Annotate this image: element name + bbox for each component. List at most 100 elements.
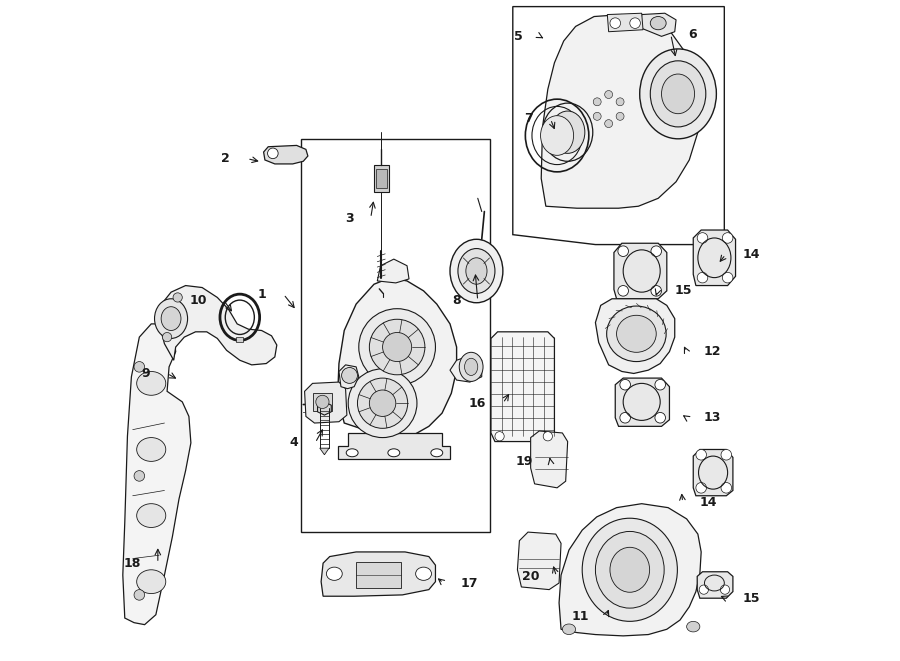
- Polygon shape: [122, 324, 191, 625]
- Text: 14: 14: [742, 248, 760, 261]
- Polygon shape: [616, 378, 670, 426]
- Text: 16: 16: [468, 397, 486, 410]
- Ellipse shape: [137, 570, 166, 594]
- Ellipse shape: [651, 61, 706, 127]
- Text: 8: 8: [452, 294, 461, 307]
- Ellipse shape: [495, 432, 504, 441]
- Ellipse shape: [630, 18, 641, 28]
- Ellipse shape: [316, 395, 329, 408]
- Polygon shape: [693, 449, 733, 496]
- Polygon shape: [338, 278, 456, 438]
- Ellipse shape: [687, 621, 700, 632]
- Ellipse shape: [698, 233, 707, 243]
- Ellipse shape: [593, 112, 601, 120]
- Bar: [374, 165, 389, 192]
- Ellipse shape: [562, 624, 576, 635]
- Ellipse shape: [651, 286, 661, 296]
- Ellipse shape: [605, 120, 613, 128]
- Polygon shape: [377, 259, 409, 283]
- Text: 4: 4: [289, 436, 298, 449]
- Ellipse shape: [655, 379, 665, 390]
- Text: 19: 19: [516, 455, 534, 468]
- Ellipse shape: [267, 148, 278, 159]
- Text: 1: 1: [257, 288, 266, 301]
- Polygon shape: [559, 504, 701, 636]
- Ellipse shape: [382, 332, 411, 362]
- Ellipse shape: [616, 315, 656, 352]
- Ellipse shape: [134, 362, 145, 372]
- Ellipse shape: [620, 412, 631, 423]
- Polygon shape: [596, 299, 675, 373]
- Ellipse shape: [696, 483, 706, 493]
- Bar: [237, 337, 243, 342]
- Polygon shape: [698, 572, 733, 598]
- Ellipse shape: [662, 74, 695, 114]
- Text: 12: 12: [704, 345, 721, 358]
- Polygon shape: [338, 433, 450, 459]
- Ellipse shape: [610, 18, 620, 28]
- Ellipse shape: [137, 504, 166, 527]
- Text: 6: 6: [688, 28, 697, 41]
- Text: 7: 7: [525, 112, 534, 126]
- Text: 3: 3: [345, 212, 354, 225]
- Ellipse shape: [610, 547, 650, 592]
- Polygon shape: [339, 365, 359, 389]
- Ellipse shape: [618, 246, 628, 256]
- Ellipse shape: [541, 116, 573, 155]
- Ellipse shape: [616, 112, 624, 120]
- Ellipse shape: [551, 111, 585, 153]
- Ellipse shape: [327, 567, 342, 580]
- Ellipse shape: [723, 233, 733, 243]
- Ellipse shape: [720, 585, 730, 594]
- Ellipse shape: [651, 246, 661, 256]
- Polygon shape: [641, 13, 676, 36]
- Text: 10: 10: [189, 294, 207, 307]
- Ellipse shape: [346, 449, 358, 457]
- Ellipse shape: [458, 249, 495, 293]
- Ellipse shape: [721, 483, 732, 493]
- Ellipse shape: [698, 272, 707, 283]
- Polygon shape: [518, 532, 561, 590]
- Ellipse shape: [342, 368, 357, 383]
- Polygon shape: [321, 552, 436, 596]
- Ellipse shape: [134, 471, 145, 481]
- Text: 15: 15: [742, 592, 760, 605]
- Ellipse shape: [348, 369, 417, 438]
- Ellipse shape: [416, 567, 431, 580]
- Ellipse shape: [655, 412, 665, 423]
- Ellipse shape: [699, 585, 708, 594]
- Text: 20: 20: [522, 570, 539, 583]
- Bar: [312, 393, 332, 411]
- Ellipse shape: [466, 258, 487, 284]
- Text: 5: 5: [514, 30, 523, 43]
- Ellipse shape: [450, 239, 503, 303]
- Polygon shape: [318, 402, 331, 415]
- Text: 18: 18: [123, 557, 140, 570]
- Ellipse shape: [161, 307, 181, 330]
- Ellipse shape: [721, 449, 732, 460]
- Bar: [356, 562, 401, 588]
- Polygon shape: [450, 356, 482, 382]
- Text: 14: 14: [700, 496, 717, 509]
- Text: 9: 9: [141, 367, 150, 380]
- Bar: [302, 139, 490, 532]
- Text: 15: 15: [675, 284, 692, 297]
- Text: 17: 17: [461, 576, 478, 590]
- Ellipse shape: [359, 309, 436, 385]
- Ellipse shape: [696, 449, 706, 460]
- Ellipse shape: [651, 17, 666, 30]
- Ellipse shape: [431, 449, 443, 457]
- Ellipse shape: [369, 319, 425, 375]
- Text: 2: 2: [221, 152, 230, 165]
- Ellipse shape: [369, 390, 396, 416]
- Ellipse shape: [137, 438, 166, 461]
- Ellipse shape: [459, 352, 483, 381]
- Polygon shape: [541, 15, 700, 208]
- Polygon shape: [531, 431, 568, 488]
- Ellipse shape: [618, 286, 628, 296]
- Ellipse shape: [134, 590, 145, 600]
- Ellipse shape: [596, 531, 664, 608]
- Ellipse shape: [723, 272, 733, 283]
- Polygon shape: [693, 230, 735, 286]
- Polygon shape: [159, 286, 277, 365]
